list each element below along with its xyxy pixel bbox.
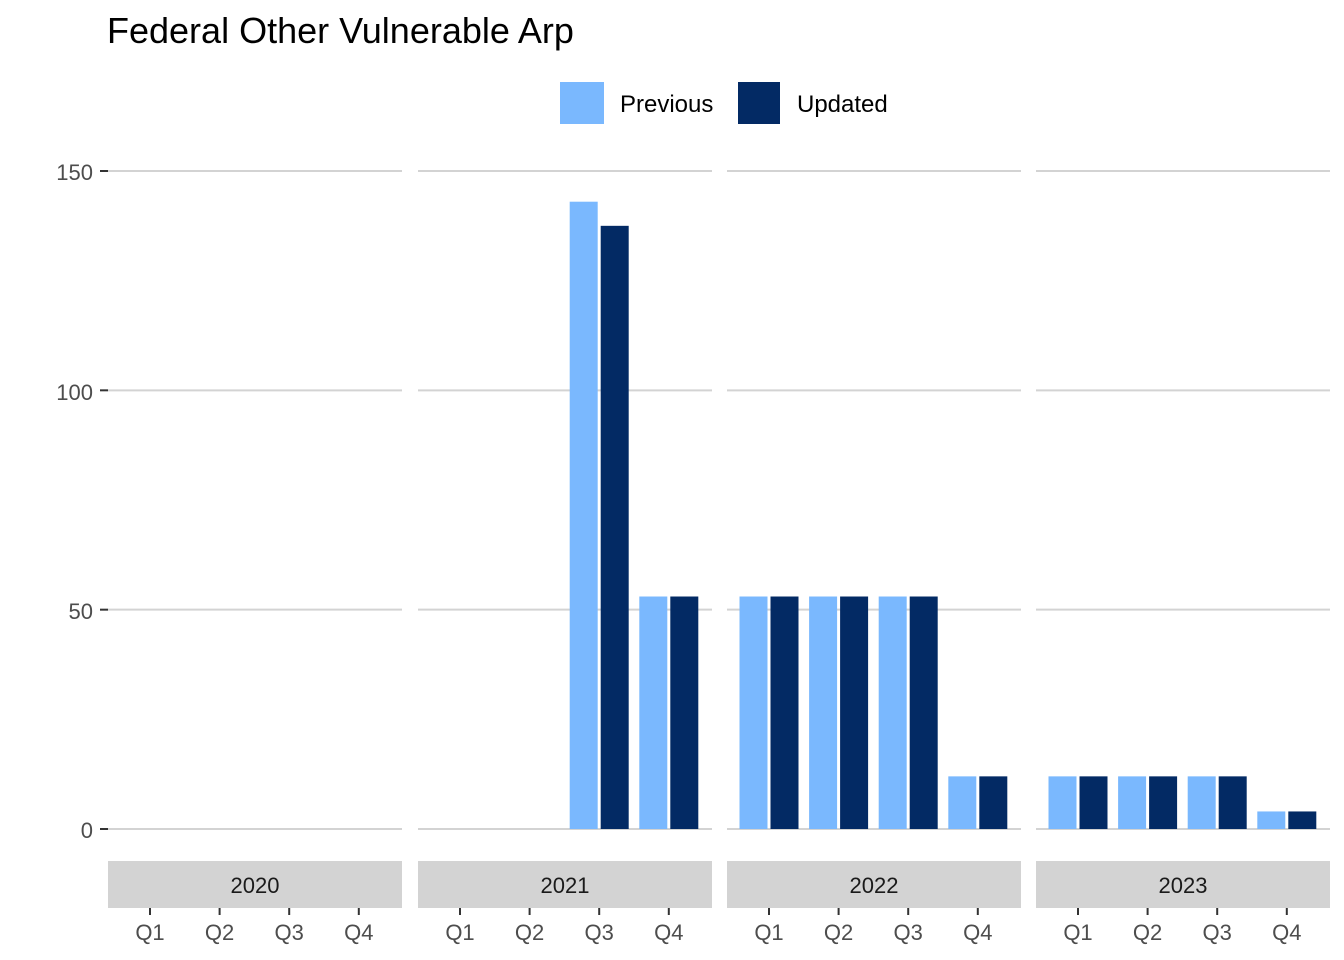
bar-previous-2023-Q3 [1187, 776, 1216, 829]
legend-label-updated: Updated [797, 91, 888, 118]
bar-previous-2022-Q3 [878, 596, 907, 829]
x-tick-label-2020-Q4: Q4 [344, 920, 373, 945]
x-tick-label-2022-Q1: Q1 [754, 920, 783, 945]
x-tick-label-2023-Q2: Q2 [1133, 920, 1162, 945]
x-tick-label-2021-Q1: Q1 [445, 920, 474, 945]
facet-panel-2023: Q1 Q2 Q3 Q4 2023 [1036, 169, 1330, 945]
legend: Previous Updated [560, 82, 888, 124]
bar-previous-2023-Q2 [1118, 776, 1147, 829]
bar-updated-2023-Q2 [1149, 776, 1178, 829]
facet-panel-2022: Q1 Q2 Q3 Q4 2022 [727, 169, 1021, 945]
bar-previous-2022-Q2 [809, 596, 838, 829]
facet-strip-label-2020: 2020 [231, 873, 280, 898]
y-axis: 0 50 100 150 [56, 160, 93, 843]
x-tick-label-2020-Q2: Q2 [205, 920, 234, 945]
bar-previous-2022-Q1 [739, 596, 768, 829]
bar-previous-2023-Q1 [1048, 776, 1077, 829]
legend-label-previous: Previous [620, 91, 713, 118]
bar-previous-2021-Q4 [639, 596, 668, 829]
y-tick-label-0: 0 [81, 818, 93, 843]
bar-updated-2023-Q4 [1288, 811, 1317, 829]
legend-swatch-previous [560, 82, 604, 124]
x-tick-label-2020-Q3: Q3 [275, 920, 304, 945]
x-tick-label-2023-Q4: Q4 [1272, 920, 1301, 945]
facet-panel-2021: Q1 Q2 Q3 Q4 2021 [418, 169, 712, 945]
x-tick-label-2023-Q1: Q1 [1063, 920, 1092, 945]
bar-updated-2022-Q3 [909, 596, 938, 829]
facet-strip-2021 [418, 861, 712, 908]
x-tick-label-2022-Q2: Q2 [824, 920, 853, 945]
bar-previous-2023-Q4 [1257, 811, 1286, 829]
x-tick-label-2020-Q1: Q1 [135, 920, 164, 945]
bar-previous-2021-Q3 [569, 201, 598, 829]
facet-strip-2020 [108, 861, 402, 908]
chart-title: Federal Other Vulnerable Arp [107, 10, 574, 51]
legend-swatch-updated [738, 82, 780, 124]
y-tick-label-150: 150 [56, 160, 93, 185]
y-tick-label-50: 50 [69, 599, 93, 624]
x-tick-label-2023-Q3: Q3 [1203, 920, 1232, 945]
facet-strip-label-2022: 2022 [850, 873, 899, 898]
x-tick-label-2022-Q4: Q4 [963, 920, 992, 945]
bar-previous-2022-Q4 [948, 776, 977, 829]
bar-updated-2023-Q3 [1218, 776, 1247, 829]
x-tick-label-2021-Q2: Q2 [515, 920, 544, 945]
facet-strip-label-2023: 2023 [1159, 873, 1208, 898]
x-tick-label-2021-Q3: Q3 [585, 920, 614, 945]
facet-strip-label-2021: 2021 [541, 873, 590, 898]
bar-updated-2023-Q1 [1079, 776, 1108, 829]
y-tick-label-100: 100 [56, 380, 93, 405]
bar-updated-2022-Q1 [770, 596, 799, 829]
bar-updated-2021-Q3 [600, 225, 629, 830]
facet-panel-2020: Q1 Q2 Q3 Q4 2020 [108, 169, 402, 945]
x-tick-label-2022-Q3: Q3 [894, 920, 923, 945]
facet-panels: Q1 Q2 Q3 Q4 2020 Q1 Q2 Q3 Q4 2021 Q1 Q2 Q3 Q4 2022 Q1 Q2… [108, 169, 1330, 945]
bar-updated-2022-Q4 [979, 776, 1008, 829]
facet-strip-2023 [1036, 861, 1330, 908]
facet-strip-2022 [727, 861, 1021, 908]
x-tick-label-2021-Q4: Q4 [654, 920, 683, 945]
bar-updated-2022-Q2 [840, 596, 869, 829]
bar-updated-2021-Q4 [670, 596, 699, 829]
